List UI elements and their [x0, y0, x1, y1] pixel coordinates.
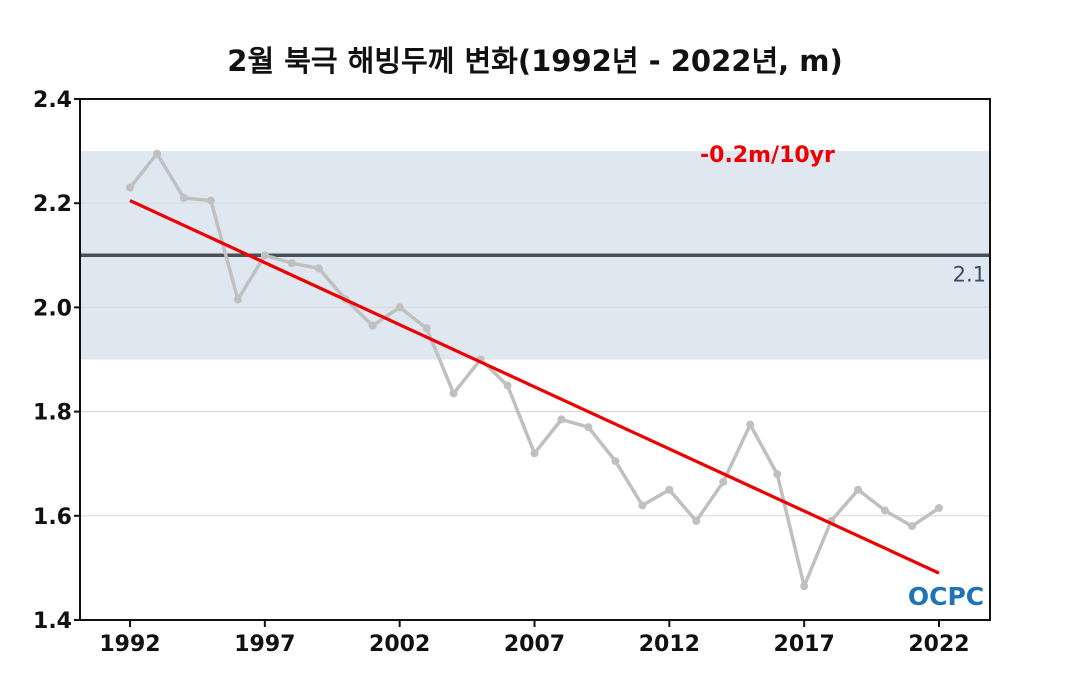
data-point [611, 457, 620, 466]
trend-annotation: -0.2m/10yr [700, 143, 835, 168]
reference-line-label: 2.1 [953, 262, 986, 286]
y-tick-label: 2.2 [33, 192, 72, 217]
data-point [557, 415, 566, 424]
data-point [368, 321, 377, 330]
x-axis-ticks: 1992 1997 2002 2007 2012 2017 2022 [99, 620, 970, 657]
y-tick-label: 1.4 [33, 609, 72, 634]
data-point [233, 295, 242, 304]
data-point [287, 259, 296, 268]
data-point [395, 303, 404, 312]
y-tick-label: 2.4 [33, 88, 72, 113]
data-point [206, 196, 215, 205]
data-point [152, 149, 161, 158]
data-point [126, 183, 134, 192]
data-point [908, 522, 917, 531]
data-point [503, 381, 512, 390]
y-tick-label: 2.0 [33, 296, 72, 321]
x-tick-label: 2002 [369, 632, 430, 657]
data-point [746, 420, 755, 429]
y-tick-label: 1.8 [33, 401, 72, 426]
x-tick-label: 2022 [908, 632, 969, 657]
series-points [126, 149, 943, 591]
y-tick-label: 1.6 [33, 505, 72, 530]
data-point [692, 517, 701, 526]
x-tick-label: 1997 [234, 632, 295, 657]
svg-text:OCPC: OCPC [908, 582, 984, 611]
x-tick-label: 1992 [99, 632, 160, 657]
data-point [260, 251, 269, 260]
data-point [584, 423, 593, 432]
x-tick-label: 2017 [774, 632, 835, 657]
x-tick-label: 2012 [639, 632, 700, 657]
x-tick-label: 2007 [504, 632, 565, 657]
data-point [665, 485, 674, 494]
data-point [773, 470, 782, 479]
data-point [719, 477, 728, 486]
data-point [314, 264, 323, 273]
trend-line [129, 199, 940, 575]
data-point [854, 485, 863, 494]
data-point [179, 193, 188, 202]
data-point [881, 506, 890, 515]
data-point [530, 449, 539, 458]
data-point [422, 324, 431, 333]
data-point [800, 582, 809, 591]
ocpc-logo: OCPC [908, 582, 984, 611]
data-point [449, 389, 458, 398]
data-point [935, 503, 943, 512]
y-axis-ticks: 1.4 1.6 1.8 2.0 2.2 2.4 [33, 88, 80, 634]
data-point [638, 501, 647, 510]
chart-title: 2월 북극 해빙두께 변화(1992년 - 2022년, m) [227, 44, 843, 78]
